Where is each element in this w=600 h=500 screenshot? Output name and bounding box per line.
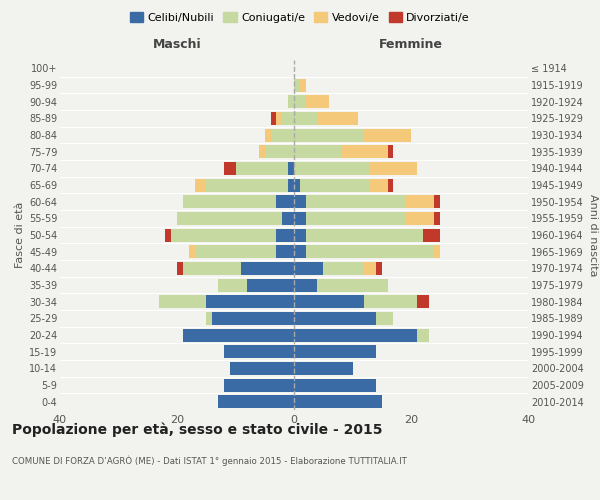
Bar bbox=[317, 112, 358, 125]
Bar bbox=[376, 262, 382, 275]
Bar bbox=[294, 262, 323, 275]
Bar bbox=[194, 178, 206, 192]
Bar bbox=[265, 128, 271, 141]
Bar bbox=[300, 178, 370, 192]
Bar bbox=[388, 178, 394, 192]
Bar bbox=[417, 328, 428, 342]
Bar bbox=[294, 162, 370, 175]
Bar bbox=[294, 245, 306, 258]
Bar bbox=[405, 212, 434, 225]
Bar bbox=[376, 312, 394, 325]
Bar bbox=[294, 295, 364, 308]
Bar bbox=[224, 378, 294, 392]
Text: Popolazione per età, sesso e stato civile - 2015: Popolazione per età, sesso e stato civil… bbox=[12, 422, 383, 437]
Bar bbox=[294, 312, 376, 325]
Bar bbox=[294, 128, 364, 141]
Bar bbox=[364, 128, 411, 141]
Bar bbox=[294, 328, 417, 342]
Bar bbox=[183, 328, 294, 342]
Bar bbox=[171, 228, 277, 241]
Y-axis label: Fasce di età: Fasce di età bbox=[14, 202, 25, 268]
Bar bbox=[288, 162, 294, 175]
Bar bbox=[323, 262, 364, 275]
Bar bbox=[294, 278, 317, 291]
Bar bbox=[277, 112, 283, 125]
Bar bbox=[177, 212, 283, 225]
Bar bbox=[271, 128, 294, 141]
Bar bbox=[294, 395, 382, 408]
Text: Femmine: Femmine bbox=[379, 38, 443, 51]
Bar bbox=[277, 195, 294, 208]
Bar bbox=[434, 245, 440, 258]
Bar bbox=[434, 195, 440, 208]
Bar bbox=[206, 312, 212, 325]
Bar bbox=[160, 295, 206, 308]
Bar bbox=[306, 212, 405, 225]
Bar bbox=[294, 212, 306, 225]
Text: COMUNE DI FORZA D’AGRÒ (ME) - Dati ISTAT 1° gennaio 2015 - Elaborazione TUTTITAL: COMUNE DI FORZA D’AGRÒ (ME) - Dati ISTAT… bbox=[12, 455, 407, 466]
Bar bbox=[271, 112, 277, 125]
Bar bbox=[283, 212, 294, 225]
Bar bbox=[183, 262, 241, 275]
Bar bbox=[388, 145, 394, 158]
Bar bbox=[218, 395, 294, 408]
Y-axis label: Anni di nascita: Anni di nascita bbox=[588, 194, 598, 276]
Bar bbox=[294, 362, 353, 375]
Bar bbox=[288, 178, 294, 192]
Bar bbox=[306, 95, 329, 108]
Bar bbox=[165, 228, 171, 241]
Bar bbox=[294, 378, 376, 392]
Bar bbox=[417, 295, 428, 308]
Bar bbox=[212, 312, 294, 325]
Bar bbox=[317, 278, 388, 291]
Bar bbox=[370, 162, 417, 175]
Bar bbox=[306, 195, 405, 208]
Bar bbox=[218, 278, 247, 291]
Legend: Celibi/Nubili, Coniugati/e, Vedovi/e, Divorziati/e: Celibi/Nubili, Coniugati/e, Vedovi/e, Di… bbox=[125, 8, 475, 28]
Bar bbox=[306, 228, 422, 241]
Bar bbox=[405, 195, 434, 208]
Bar bbox=[294, 228, 306, 241]
Bar bbox=[364, 262, 376, 275]
Bar bbox=[265, 145, 294, 158]
Bar bbox=[194, 245, 277, 258]
Bar bbox=[423, 228, 440, 241]
Bar bbox=[300, 78, 306, 92]
Bar bbox=[230, 362, 294, 375]
Bar bbox=[294, 178, 300, 192]
Bar bbox=[306, 245, 434, 258]
Bar bbox=[206, 178, 288, 192]
Bar bbox=[294, 345, 376, 358]
Bar bbox=[277, 228, 294, 241]
Bar bbox=[294, 112, 317, 125]
Bar bbox=[294, 95, 306, 108]
Bar bbox=[235, 162, 288, 175]
Bar bbox=[294, 195, 306, 208]
Bar bbox=[294, 145, 341, 158]
Bar bbox=[341, 145, 388, 158]
Bar bbox=[259, 145, 265, 158]
Text: Maschi: Maschi bbox=[152, 38, 202, 51]
Bar bbox=[206, 295, 294, 308]
Bar bbox=[177, 262, 183, 275]
Bar bbox=[224, 162, 235, 175]
Bar bbox=[277, 245, 294, 258]
Bar bbox=[294, 78, 300, 92]
Bar bbox=[288, 95, 294, 108]
Bar bbox=[434, 212, 440, 225]
Bar bbox=[189, 245, 194, 258]
Bar bbox=[247, 278, 294, 291]
Bar bbox=[241, 262, 294, 275]
Bar bbox=[283, 112, 294, 125]
Bar bbox=[370, 178, 388, 192]
Bar bbox=[183, 195, 277, 208]
Bar bbox=[224, 345, 294, 358]
Bar bbox=[364, 295, 417, 308]
